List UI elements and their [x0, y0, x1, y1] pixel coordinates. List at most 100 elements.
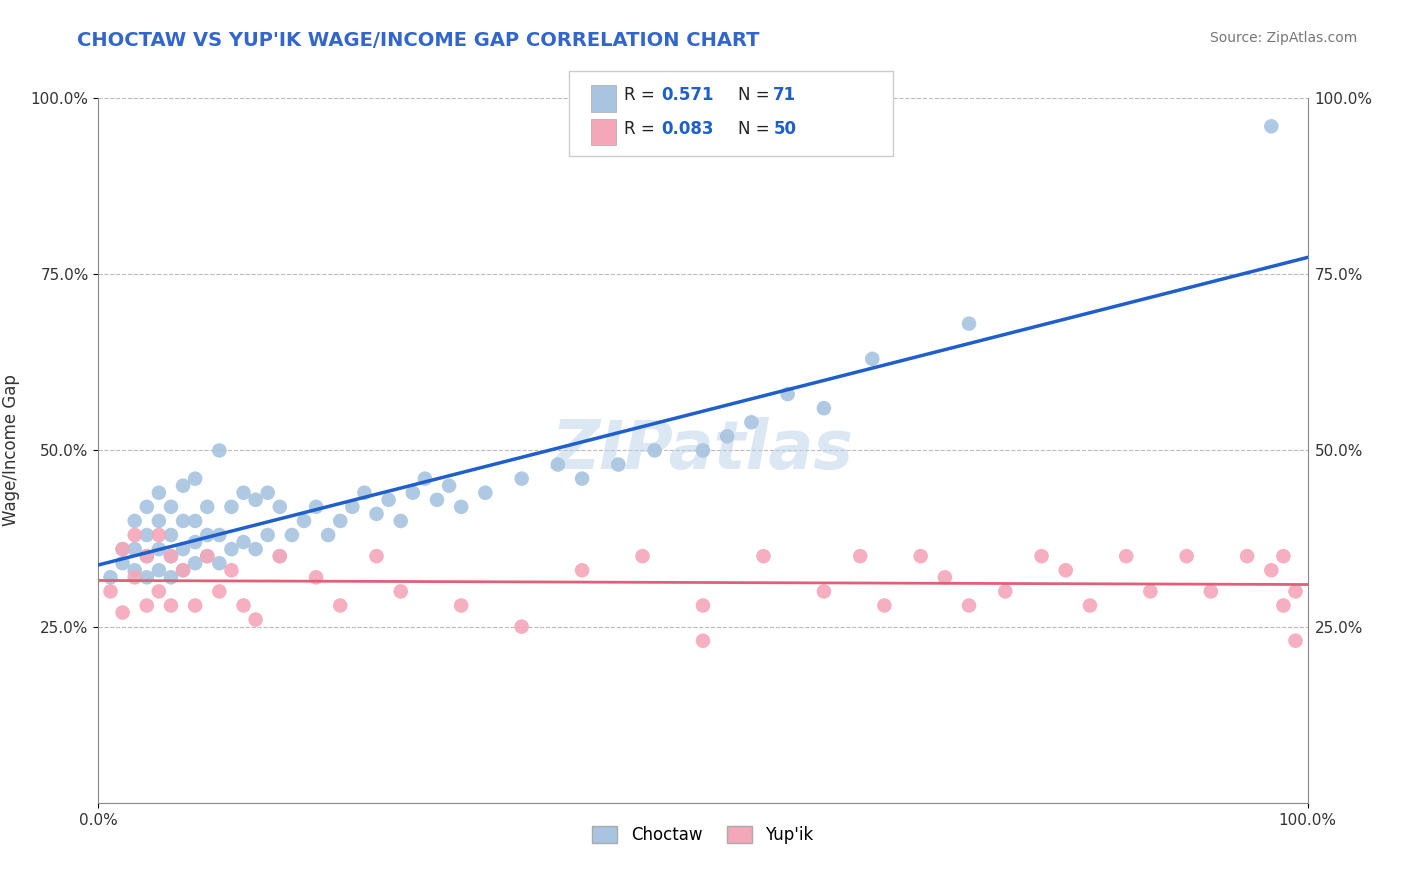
Point	[692, 599, 714, 613]
Point	[135, 599, 157, 613]
Point	[148, 514, 170, 528]
Text: Source: ZipAtlas.com: Source: ZipAtlas.com	[1209, 31, 1357, 45]
Point	[1260, 120, 1282, 134]
Point	[100, 570, 122, 584]
Point	[184, 535, 207, 549]
Point	[135, 549, 157, 564]
Point	[510, 472, 533, 486]
Point	[1031, 549, 1053, 564]
Text: 0.571: 0.571	[661, 87, 713, 104]
Point	[1199, 584, 1222, 599]
Point	[342, 500, 364, 514]
Point	[148, 563, 170, 577]
Point	[631, 549, 654, 564]
Point	[450, 599, 472, 613]
Point	[124, 542, 146, 557]
Point	[135, 570, 157, 584]
Point	[692, 633, 714, 648]
Legend: Choctaw, Yup'ik: Choctaw, Yup'ik	[586, 820, 820, 851]
Point	[740, 415, 762, 429]
Point	[1054, 563, 1077, 577]
Point	[1115, 549, 1137, 564]
Point	[221, 500, 243, 514]
Point	[124, 514, 146, 528]
Point	[111, 542, 134, 557]
Text: 0.083: 0.083	[661, 120, 713, 138]
Point	[256, 528, 278, 542]
Point	[148, 584, 170, 599]
Point	[860, 351, 883, 366]
Point	[1139, 584, 1161, 599]
Point	[1284, 633, 1306, 648]
Point	[329, 599, 352, 613]
Point	[208, 528, 231, 542]
Point	[208, 584, 231, 599]
Point	[957, 599, 980, 613]
Point	[547, 458, 569, 472]
Point	[245, 613, 267, 627]
Point	[474, 485, 496, 500]
Point	[184, 472, 207, 486]
Point	[221, 563, 243, 577]
Point	[329, 514, 352, 528]
Point	[849, 549, 872, 564]
Point	[195, 528, 218, 542]
Point	[245, 492, 267, 507]
Point	[305, 500, 328, 514]
Point	[148, 528, 170, 542]
Point	[716, 429, 738, 443]
Point	[269, 500, 291, 514]
Point	[195, 549, 218, 564]
Text: 71: 71	[773, 87, 796, 104]
Point	[1175, 549, 1198, 564]
Text: N =: N =	[738, 87, 775, 104]
Text: N =: N =	[738, 120, 775, 138]
Point	[571, 563, 593, 577]
Point	[256, 485, 278, 500]
Point	[1236, 549, 1258, 564]
Point	[184, 514, 207, 528]
Point	[910, 549, 932, 564]
Point	[148, 542, 170, 557]
Text: ZIPatlas: ZIPatlas	[553, 417, 853, 483]
Point	[135, 549, 157, 564]
Point	[450, 500, 472, 514]
Point	[402, 485, 425, 500]
Point	[148, 485, 170, 500]
Point	[316, 528, 339, 542]
Point	[160, 570, 183, 584]
Point	[607, 458, 630, 472]
Y-axis label: Wage/Income Gap: Wage/Income Gap	[1, 375, 20, 526]
Point	[813, 584, 835, 599]
Point	[353, 485, 375, 500]
Point	[111, 556, 134, 570]
Point	[437, 478, 460, 492]
Point	[1272, 549, 1295, 564]
Point	[413, 472, 436, 486]
Point	[195, 549, 218, 564]
Point	[692, 443, 714, 458]
Point	[172, 563, 194, 577]
Point	[644, 443, 666, 458]
Point	[1078, 599, 1101, 613]
Point	[934, 570, 956, 584]
Point	[172, 563, 194, 577]
Point	[172, 514, 194, 528]
Point	[389, 514, 412, 528]
Point	[135, 500, 157, 514]
Point	[160, 599, 183, 613]
Point	[221, 542, 243, 557]
Point	[292, 514, 315, 528]
Point	[124, 570, 146, 584]
Point	[111, 542, 134, 557]
Point	[366, 549, 388, 564]
Point	[994, 584, 1017, 599]
Point	[100, 584, 122, 599]
Point	[195, 500, 218, 514]
Point	[184, 556, 207, 570]
Point	[208, 556, 231, 570]
Text: R =: R =	[624, 120, 661, 138]
Point	[172, 478, 194, 492]
Point	[124, 528, 146, 542]
Point	[124, 563, 146, 577]
